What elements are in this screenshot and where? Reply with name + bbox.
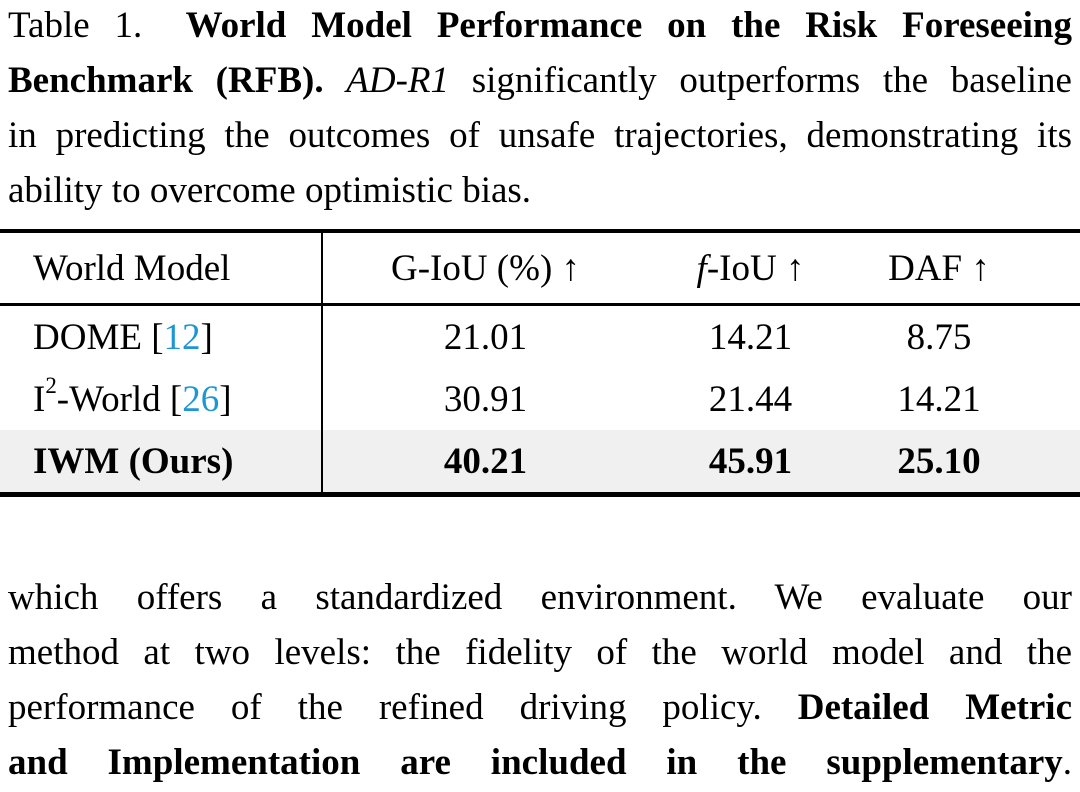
paragraph-line: and Implementation are included in the s… bbox=[8, 735, 1072, 790]
cell-world-model: IWM (Ours) bbox=[0, 430, 323, 492]
text-segment: 2 bbox=[45, 373, 57, 399]
text-segment: World Model bbox=[33, 247, 231, 289]
text-segment: DOME [ bbox=[33, 316, 164, 358]
cell-value: 14.21 bbox=[897, 378, 981, 420]
text-segment: and Implementation are included in the s… bbox=[8, 742, 1063, 783]
cell-value: 30.91 bbox=[443, 378, 528, 420]
text-segment: -IoU ↑ bbox=[706, 247, 805, 289]
text-segment: performance of the refined driving polic… bbox=[8, 687, 798, 728]
text-segment bbox=[324, 60, 347, 101]
text-segment: Detailed Metric bbox=[797, 687, 1072, 728]
results-table: World Model G-IoU (%) ↑ f -IoU ↑ DAF ↑ DOME … bbox=[0, 229, 1080, 497]
text-segment: ] bbox=[219, 378, 232, 420]
cell-value: 40.21 bbox=[443, 440, 528, 482]
table-row-ours: IWM (Ours) 40.21 45.91 25.10 bbox=[0, 430, 1080, 492]
table-header-row: World Model G-IoU (%) ↑ f -IoU ↑ DAF ↑ bbox=[0, 233, 1080, 303]
table-row: I 2 -World [26] 30.91 21.44 14.21 bbox=[0, 368, 1080, 430]
text-segment: which offers a standardized environment.… bbox=[8, 577, 1072, 618]
cell-world-model: DOME [12] bbox=[0, 306, 323, 368]
cell-value: 8.75 bbox=[906, 316, 972, 358]
column-header-g-iou: G-IoU (%) ↑ bbox=[323, 233, 648, 303]
cell-value: 14.21 bbox=[708, 316, 793, 358]
text-segment: Benchmark (RFB). bbox=[8, 60, 324, 101]
text-segment: significantly outperforms the baseline bbox=[449, 60, 1072, 101]
body-paragraph: which offers a standardized environment.… bbox=[8, 570, 1072, 790]
caption-line: Table 1. World Model Performance on the … bbox=[8, 0, 1072, 53]
text-segment: IWM (Ours) bbox=[33, 440, 234, 482]
paragraph-line: which offers a standardized environment.… bbox=[8, 570, 1072, 625]
text-segment: f bbox=[696, 247, 707, 289]
column-header-f-iou: f -IoU ↑ bbox=[648, 233, 853, 303]
table-row: DOME [12] 21.01 14.21 8.75 bbox=[0, 306, 1080, 368]
text-segment: in predicting the outcomes of unsafe tra… bbox=[8, 115, 1072, 156]
paragraph-line: performance of the refined driving polic… bbox=[8, 680, 1072, 735]
citation-link-12[interactable]: 12 bbox=[163, 316, 201, 358]
column-header-daf: DAF ↑ bbox=[853, 233, 1080, 303]
text-segment: ability to overcome optimistic bias. bbox=[8, 170, 532, 211]
caption-line: ability to overcome optimistic bias. bbox=[8, 163, 1072, 218]
text-segment: -World [ bbox=[56, 378, 183, 420]
cell-value: 21.01 bbox=[443, 316, 528, 358]
cell-value: 21.44 bbox=[708, 378, 793, 420]
column-header-world-model: World Model bbox=[0, 233, 323, 303]
table-body: DOME [12] 21.01 14.21 8.75 I 2 -World [26] 30.9… bbox=[0, 306, 1080, 492]
text-segment: AD-R1 bbox=[346, 60, 450, 101]
citation-link-26[interactable]: 26 bbox=[182, 378, 220, 420]
text-segment: World Model Performance on the Risk Fore… bbox=[185, 5, 1072, 46]
text-segment: Table 1. bbox=[8, 5, 143, 46]
cell-world-model: I 2 -World [26] bbox=[0, 368, 323, 430]
table-bottomrule bbox=[0, 492, 1080, 497]
table-midrule bbox=[0, 303, 1080, 306]
table-toprule bbox=[0, 229, 1080, 233]
cell-value: 45.91 bbox=[708, 440, 793, 482]
text-segment bbox=[142, 5, 185, 46]
caption-line: Benchmark (RFB). AD-R1 significantly out… bbox=[8, 53, 1072, 108]
table-caption: Table 1. World Model Performance on the … bbox=[8, 0, 1072, 218]
text-segment: method at two levels: the fidelity of th… bbox=[8, 632, 1072, 673]
text-segment: DAF ↑ bbox=[888, 247, 990, 289]
text-segment: . bbox=[1062, 742, 1072, 783]
text-segment: G-IoU (%) ↑ bbox=[390, 247, 581, 289]
caption-line: in predicting the outcomes of unsafe tra… bbox=[8, 108, 1072, 163]
text-segment: I bbox=[33, 378, 46, 420]
cell-value: 25.10 bbox=[897, 440, 981, 482]
paragraph-line: method at two levels: the fidelity of th… bbox=[8, 625, 1072, 680]
text-segment: ] bbox=[200, 316, 213, 358]
